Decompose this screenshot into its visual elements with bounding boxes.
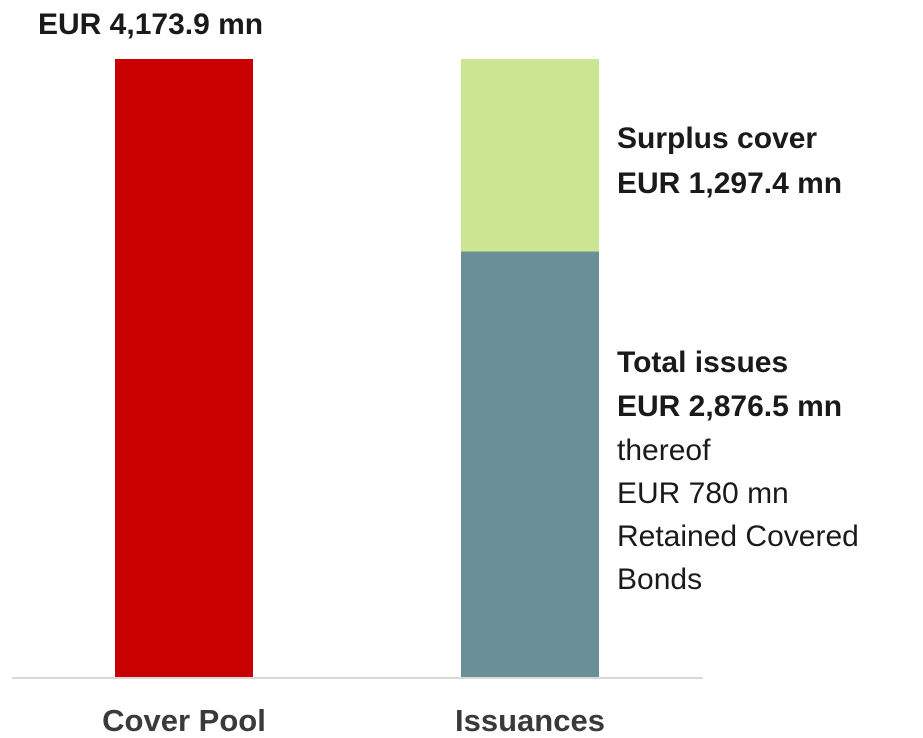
bars-group xyxy=(115,59,599,679)
total-issues-title: Total issues xyxy=(617,346,788,379)
total-issues-note-thereof: thereof xyxy=(617,434,711,467)
total-issues-note-retained: Retained Covered xyxy=(617,520,859,553)
surplus-cover-title: Surplus cover xyxy=(617,122,817,155)
category-label-issuances: Issuances xyxy=(455,703,605,738)
total-issues-value: EUR 2,876.5 mn xyxy=(617,390,842,423)
category-label-cover-pool: Cover Pool xyxy=(102,703,266,738)
total-issues-note-amount: EUR 780 mn xyxy=(617,477,789,510)
surplus-cover-value: EUR 1,297.4 mn xyxy=(617,167,842,200)
bar-cover-pool xyxy=(115,59,253,678)
cover-pool-total-label: EUR 4,173.9 mn xyxy=(38,8,263,41)
total-issues-note-bonds: Bonds xyxy=(617,563,702,596)
bar-total-issues xyxy=(461,251,599,679)
bar-surplus-cover xyxy=(461,59,599,252)
